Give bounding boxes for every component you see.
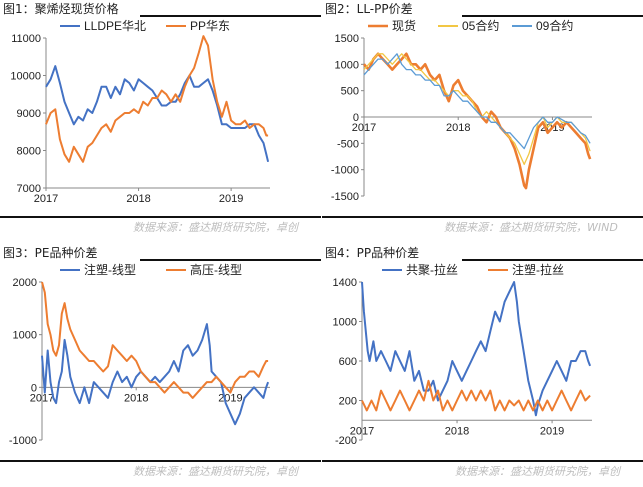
y-tick-label: 2000	[13, 277, 37, 289]
series-line-3	[363, 53, 591, 150]
legend-label: 注塑-拉丝	[512, 262, 564, 277]
data-source: 数据来源：盛达期货研究院，卓创	[133, 465, 298, 478]
title-divider	[140, 15, 321, 17]
y-tick-label: 8000	[17, 146, 41, 158]
series-line-1	[361, 281, 592, 417]
chart-svg: -200 200 600 1000 1400 2017 2018 2019 共聚-拉丝 注塑-拉丝	[333, 262, 592, 447]
chart-title: 图2：LL-PP价差	[325, 2, 413, 16]
x-tick-label: 2017	[34, 193, 58, 205]
x-tick-label: 2018	[445, 425, 469, 437]
y-tick-label: 1000	[13, 330, 37, 342]
legend-label: LLDPE华北	[84, 19, 146, 33]
y-tick-label: 600	[339, 356, 357, 368]
y-tick-label: 10000	[10, 71, 41, 83]
y-tick-label: 1500	[335, 33, 359, 45]
source-divider	[0, 460, 321, 462]
y-tick-label: 500	[341, 86, 359, 98]
y-tick-label: 1400	[333, 277, 357, 289]
legend-label: 05合约	[462, 18, 499, 33]
source-divider	[322, 216, 643, 218]
y-tick-label: -1000	[9, 435, 37, 447]
legend-label: PP华东	[190, 19, 230, 33]
series-line-2	[45, 35, 269, 163]
chart-panel-2: 图2：LL-PP价差 -1500 -1000 -500 0 500 1000 1500 201…	[322, 0, 643, 243]
y-tick-label: 11000	[11, 33, 41, 45]
chart-title: 图3：PE品种价差	[3, 246, 98, 260]
series-line-2	[361, 379, 591, 412]
title-divider	[140, 259, 321, 261]
chart-title: 图4：PP品种价差	[325, 246, 420, 260]
y-tick-label: 1000	[335, 59, 359, 71]
title-divider	[462, 259, 643, 261]
x-tick-label: 2018	[446, 122, 470, 134]
x-tick-label: 2019	[219, 193, 243, 205]
y-tick-label: 7000	[17, 183, 41, 195]
chart-panel-4: 图4：PP品种价差 -200 200 600 1000 1400 2017 2018 2019…	[322, 244, 643, 487]
y-tick-label: -1500	[331, 191, 359, 203]
x-tick-label: 2017	[350, 425, 374, 437]
title-divider	[462, 15, 643, 17]
y-tick-label: 0	[31, 382, 37, 394]
x-tick-label: 2019	[218, 392, 242, 404]
legend-label: 现货	[392, 18, 416, 33]
source-divider	[0, 216, 321, 218]
legend-label: 共聚-拉丝	[406, 262, 458, 277]
x-tick-label: 2019	[540, 425, 564, 437]
source-divider	[322, 460, 643, 462]
series-line-2	[41, 281, 269, 399]
chart-svg: -1000 0 1000 2000 2017 2018 2019 注塑-线型 高压-线型	[9, 262, 270, 447]
legend-label: 09合约	[536, 18, 573, 33]
x-tick-label: 2017	[30, 392, 54, 404]
y-tick-label: 0	[353, 112, 359, 124]
chart-svg: 7000 8000 9000 10000 11000 2017 2018 2019 LLDPE华…	[10, 19, 270, 205]
x-tick-label: 2017	[352, 122, 376, 134]
y-tick-label: 9000	[17, 108, 41, 120]
chart-panel-1: 图1：聚烯烃现货价格 7000 8000 9000 10000 11000 2017 201…	[0, 0, 321, 243]
legend-label: 高压-线型	[190, 262, 242, 277]
data-source: 数据来源：盛达期货研究院，卓创	[133, 221, 298, 234]
legend-label: 注塑-线型	[84, 262, 136, 277]
x-tick-label: 2018	[124, 392, 148, 404]
data-source: 数据来源：盛达期货研究院，卓创	[455, 465, 620, 478]
series-line-1	[41, 323, 270, 426]
x-tick-label: 2018	[126, 193, 150, 205]
y-tick-label: 1000	[333, 317, 357, 329]
y-tick-label: 200	[339, 396, 357, 408]
y-tick-label: -500	[337, 138, 359, 150]
y-tick-label: -1000	[331, 165, 359, 177]
y-tick-label: -200	[335, 435, 357, 447]
chart-title: 图1：聚烯烃现货价格	[3, 2, 119, 16]
data-source: 数据来源：盛达期货研究院，WIND	[444, 221, 618, 234]
chart-panel-3: 图3：PE品种价差 -1000 0 1000 2000 2017 2018 2019 注塑-线…	[0, 244, 321, 487]
series-line-1	[363, 52, 592, 190]
series-line-1	[45, 65, 270, 163]
